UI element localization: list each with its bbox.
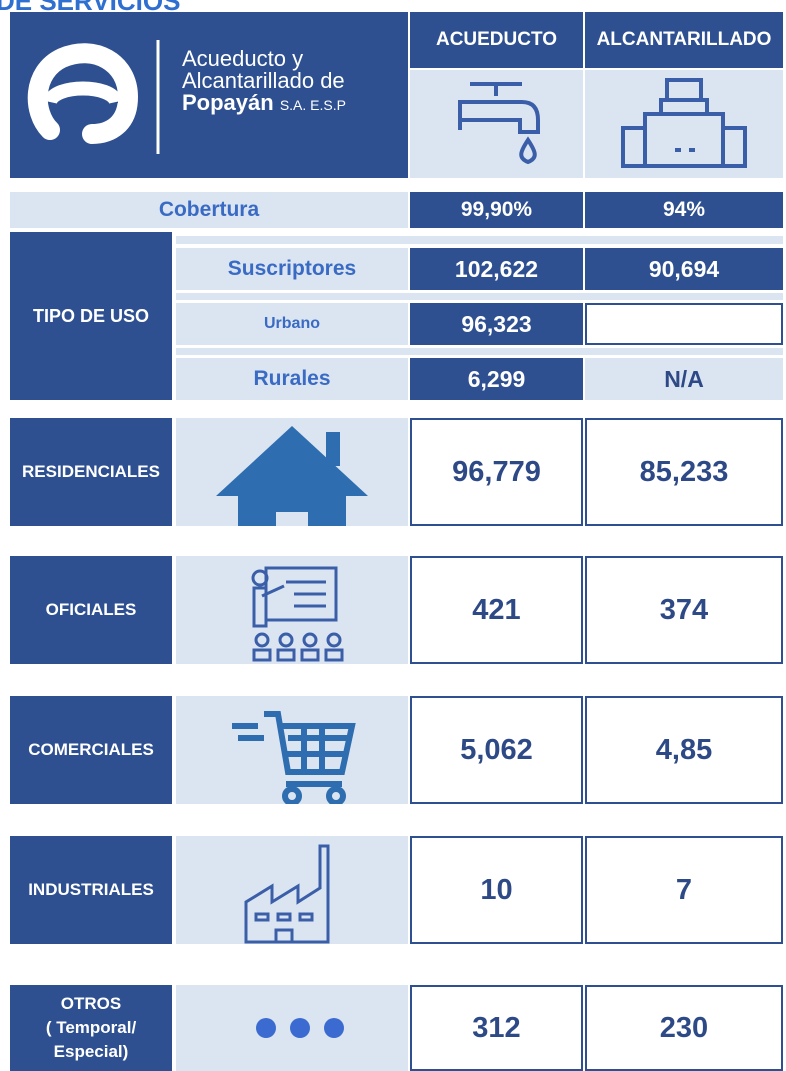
logo-mark [27,40,160,154]
usage-value: 96,323 [410,303,583,345]
logo-line: Popayán [182,90,274,115]
category-icon [232,711,356,804]
category-value: 374 [585,556,783,664]
category-label-line: INDUSTRIALES [28,880,154,900]
category-label-line: OTROS [60,994,122,1014]
coverage-value: 99,90% [410,192,583,228]
usage-label: TIPO DE USO [10,232,172,400]
usage-row-label: Urbano [176,303,408,345]
empty-cell [585,303,783,345]
category-icon [216,426,368,526]
coverage-value: 94% [585,192,783,228]
category-value: 4,85 [585,696,783,804]
category-icon [244,844,330,944]
column-header: ALCANTARILLADO [585,12,783,68]
icon-cell [585,70,783,178]
category-value: 5,062 [410,696,583,804]
usage-row-label: Suscriptores [176,248,408,290]
usage-value: 90,694 [585,248,783,290]
logo-line: Popayán S.A. E.S.P [182,92,346,116]
logo-suffix: S.A. E.S.P [279,97,346,113]
category-label: RESIDENCIALES [10,418,172,526]
category-value: 421 [410,556,583,664]
usage-row-label: Rurales [176,358,408,400]
category-icon [256,1018,344,1038]
category-label-line: RESIDENCIALES [22,462,160,482]
usage-value: N/A [585,358,783,400]
pipe-icon [621,78,747,168]
category-label: COMERCIALES [10,696,172,804]
faucet-icon [458,82,540,165]
separator [176,236,783,244]
category-value: 230 [585,985,783,1071]
separator [176,293,783,300]
separator [176,348,783,355]
category-label: OFICIALES [10,556,172,664]
column-header: ACUEDUCTO [410,12,583,68]
usage-value: 6,299 [410,358,583,400]
category-value: 85,233 [585,418,783,526]
category-label: INDUSTRIALES [10,836,172,944]
category-label-line: COMERCIALES [28,740,154,760]
usage-value: 102,622 [410,248,583,290]
category-label: OTROS ( Temporal/Especial) [10,985,172,1071]
category-icon [251,566,344,662]
logo-line: Acueducto y [182,46,304,71]
category-label-line: Especial) [53,1041,129,1061]
logo-text: Acueducto y Alcantarillado de Popayán S.… [182,48,346,116]
category-value: 7 [585,836,783,944]
category-label-line: OFICIALES [45,600,137,620]
category-label-line: ( Temporal/ [45,1018,137,1038]
category-value: 312 [410,985,583,1071]
category-value: 10 [410,836,583,944]
category-value: 96,779 [410,418,583,526]
logo-line: Alcantarillado de [182,68,345,93]
coverage-label: Cobertura [10,192,408,228]
icon-cell [176,556,408,664]
